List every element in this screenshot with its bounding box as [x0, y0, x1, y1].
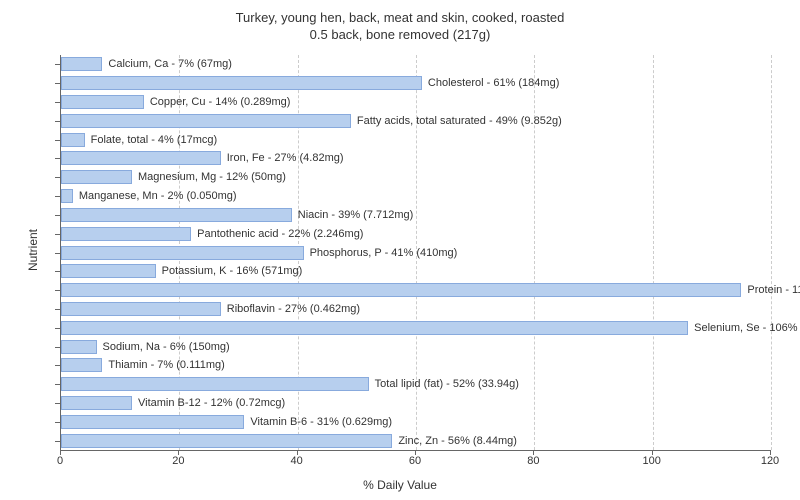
bar-label: Zinc, Zn - 56% (8.44mg): [398, 434, 517, 448]
bar: [61, 415, 244, 429]
nutrient-chart: Turkey, young hen, back, meat and skin, …: [0, 0, 800, 500]
grid-line: [653, 55, 654, 450]
chart-title: Turkey, young hen, back, meat and skin, …: [0, 10, 800, 44]
bar: [61, 57, 102, 71]
bar: [61, 114, 351, 128]
x-tick-label: 80: [527, 455, 539, 467]
bar: [61, 283, 741, 297]
bar-label: Vitamin B-6 - 31% (0.629mg): [250, 415, 392, 429]
bar-label: Potassium, K - 16% (571mg): [162, 264, 303, 278]
bar: [61, 321, 688, 335]
bar-label: Fatty acids, total saturated - 49% (9.85…: [357, 114, 562, 128]
bar: [61, 170, 132, 184]
y-axis-label: Nutrient: [26, 229, 40, 271]
bar-label: Selenium, Se - 106% (74.4mcg): [694, 321, 800, 335]
bar-label: Protein - 115% (57.31g): [747, 283, 800, 297]
x-tick-label: 0: [57, 455, 63, 467]
bar: [61, 133, 85, 147]
bar-label: Riboflavin - 27% (0.462mg): [227, 302, 360, 316]
chart-title-line2: 0.5 back, bone removed (217g): [0, 27, 800, 44]
bar: [61, 302, 221, 316]
bar: [61, 434, 392, 448]
bar-label: Niacin - 39% (7.712mg): [298, 208, 414, 222]
x-tick-label: 20: [172, 455, 184, 467]
bar: [61, 208, 292, 222]
bar-label: Vitamin B-12 - 12% (0.72mcg): [138, 396, 285, 410]
bar-label: Thiamin - 7% (0.111mg): [108, 358, 224, 372]
bar-label: Sodium, Na - 6% (150mg): [103, 340, 230, 354]
bar: [61, 227, 191, 241]
bar: [61, 396, 132, 410]
bar: [61, 340, 97, 354]
grid-line: [771, 55, 772, 450]
bar-label: Manganese, Mn - 2% (0.050mg): [79, 189, 237, 203]
bar: [61, 189, 73, 203]
bar-label: Magnesium, Mg - 12% (50mg): [138, 170, 286, 184]
x-tick-label: 120: [761, 455, 779, 467]
x-axis-label: % Daily Value: [0, 478, 800, 492]
x-tick-label: 60: [409, 455, 421, 467]
bar-label: Calcium, Ca - 7% (67mg): [108, 57, 231, 71]
bar: [61, 151, 221, 165]
bar: [61, 358, 102, 372]
bar-label: Pantothenic acid - 22% (2.246mg): [197, 227, 363, 241]
bar: [61, 377, 369, 391]
bar-label: Folate, total - 4% (17mcg): [91, 133, 218, 147]
bar-label: Iron, Fe - 27% (4.82mg): [227, 151, 344, 165]
bar-label: Cholesterol - 61% (184mg): [428, 76, 559, 90]
x-tick-label: 40: [291, 455, 303, 467]
x-tick-label: 100: [642, 455, 660, 467]
bar: [61, 95, 144, 109]
bar: [61, 76, 422, 90]
bar: [61, 264, 156, 278]
chart-title-line1: Turkey, young hen, back, meat and skin, …: [0, 10, 800, 27]
bar-label: Copper, Cu - 14% (0.289mg): [150, 95, 291, 109]
bar-label: Phosphorus, P - 41% (410mg): [310, 246, 458, 260]
bar: [61, 246, 304, 260]
plot-area: Calcium, Ca - 7% (67mg) Cholesterol - 61%…: [60, 55, 771, 451]
bar-label: Total lipid (fat) - 52% (33.94g): [375, 377, 519, 391]
